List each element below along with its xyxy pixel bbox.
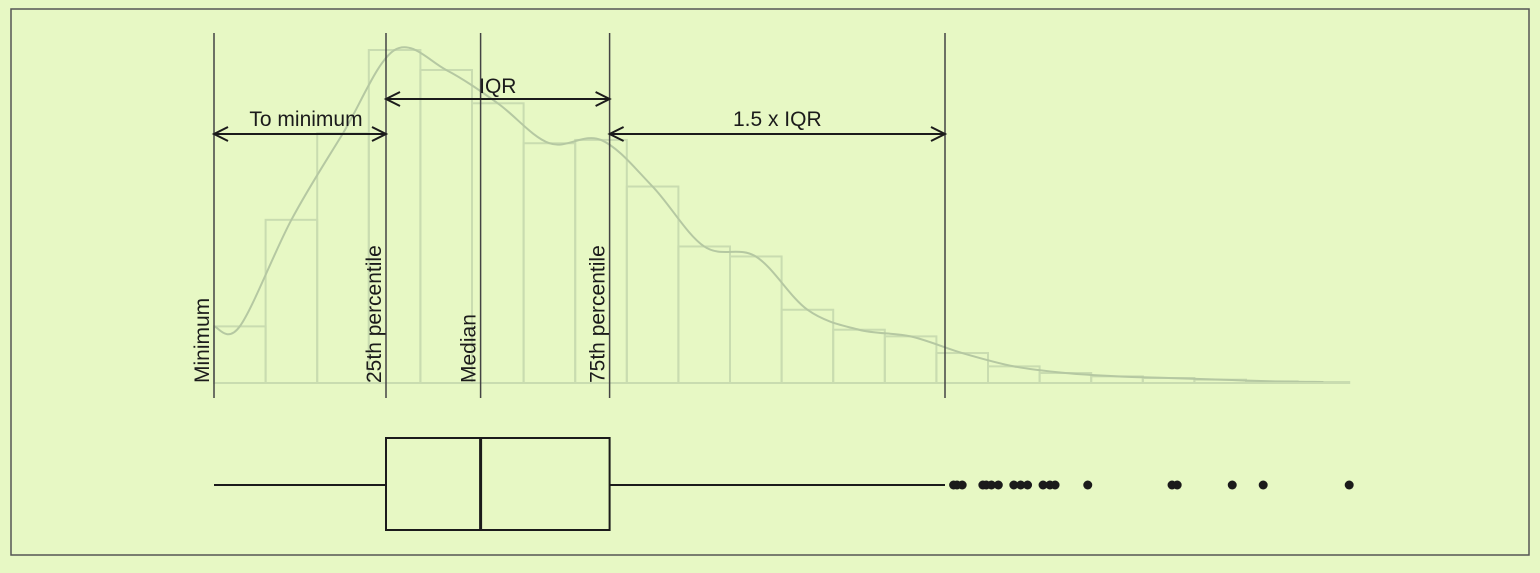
label-minimum: Minimum xyxy=(191,298,214,383)
arrow-head-left xyxy=(383,91,401,107)
outlier-point xyxy=(1050,480,1060,490)
arrow-head-left xyxy=(607,126,625,142)
outlier-point xyxy=(1038,480,1048,490)
arrow-head-right xyxy=(930,126,948,142)
outlier-point xyxy=(1023,480,1033,490)
histogram-bar xyxy=(522,142,577,384)
outer-border xyxy=(10,8,1530,556)
arrow-head-right xyxy=(595,91,612,107)
arrow-head-left xyxy=(211,126,229,142)
arrow-to-minimum xyxy=(211,126,389,142)
label-to-minimum: To minimum xyxy=(249,108,362,131)
label-1-5-iqr: 1.5 x IQR xyxy=(733,108,822,131)
label-25th-percentile: 25th percentile xyxy=(363,245,386,383)
label-iqr: IQR xyxy=(479,75,516,98)
outlier-point xyxy=(986,480,996,490)
arrow-iqr xyxy=(383,91,612,107)
arrow-1-5-iqr xyxy=(607,126,948,142)
outliers xyxy=(949,480,1354,490)
label-75th-percentile: 75th percentile xyxy=(587,245,610,383)
outlier-point xyxy=(1227,480,1237,490)
histogram-bar xyxy=(213,325,267,385)
outlier-point xyxy=(1083,480,1093,490)
histogram-bar xyxy=(729,255,783,384)
arrow-head-right xyxy=(371,126,389,142)
label-median: Median xyxy=(458,314,481,383)
iqr-box xyxy=(385,437,611,531)
density-curve xyxy=(213,46,1324,384)
outlier-point xyxy=(1344,480,1354,490)
outlier-point xyxy=(1172,480,1182,490)
outlier-point xyxy=(993,480,1003,490)
histogram-bar xyxy=(832,328,886,384)
histogram-bar xyxy=(883,335,938,385)
histogram-bar xyxy=(677,245,732,384)
outlier-point xyxy=(1258,480,1268,490)
outlier-point xyxy=(1016,480,1026,490)
outlier-point xyxy=(957,480,967,490)
outlier-point xyxy=(1009,480,1019,490)
histogram-bar xyxy=(264,218,319,384)
histogram-bar xyxy=(316,132,370,384)
histogram-bar xyxy=(625,185,680,384)
